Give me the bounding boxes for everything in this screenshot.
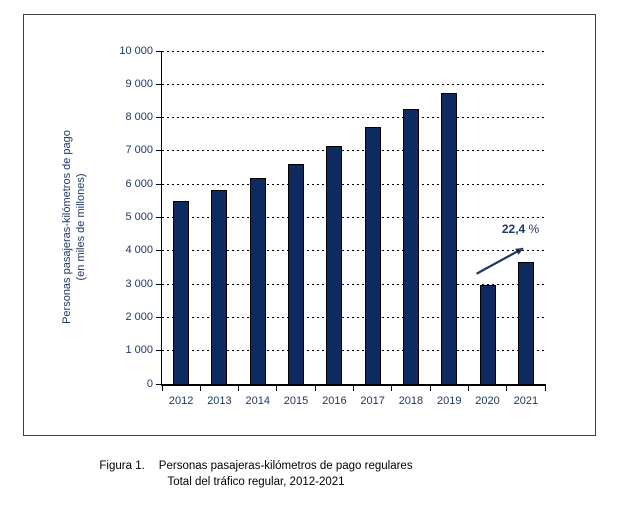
bar-2019 (441, 92, 458, 384)
x-tick-label: 2018 (398, 395, 424, 407)
figure-number: Figura 1. (99, 460, 145, 472)
gridline (162, 217, 545, 218)
y-axis-tick (156, 283, 162, 285)
gridline (162, 283, 545, 285)
y-tick-label: 1 000 (125, 344, 153, 357)
bar-2021 (517, 262, 534, 384)
bar-2018 (402, 109, 419, 384)
y-axis-tick (156, 217, 162, 218)
x-axis-tick (544, 384, 546, 391)
y-tick-label: 9 000 (125, 77, 153, 90)
y-axis-title: Personas pasajeras-kilómetros de pago (e… (60, 77, 94, 377)
bar-2017 (364, 126, 381, 384)
growth-annotation: 22,4 % (502, 222, 539, 236)
gridline (162, 150, 545, 152)
x-axis-tick (161, 384, 163, 391)
y-axis-tick (156, 383, 162, 385)
x-axis-tick (506, 384, 508, 391)
y-axis-title-line1: Personas pasajeras-kilómetros de pago (61, 130, 73, 324)
y-axis-tick (156, 150, 162, 152)
x-axis-tick (391, 384, 393, 391)
y-axis-tick (156, 117, 162, 119)
x-axis-tick (238, 384, 240, 391)
x-tick-label: 2014 (245, 395, 270, 407)
y-tick-label: 5 000 (125, 211, 153, 223)
y-tick-label: 8 000 (125, 111, 153, 124)
gridline (162, 50, 545, 52)
bar-2014 (249, 177, 266, 384)
y-axis-tick (156, 183, 162, 185)
x-tick-label: 2013 (207, 395, 232, 407)
bar-2013 (211, 189, 228, 384)
gridline (162, 350, 545, 352)
y-tick-label: 4 000 (125, 244, 153, 257)
gridline (162, 183, 545, 185)
x-tick-label: 2021 (513, 395, 539, 407)
x-tick-label: 2015 (283, 395, 309, 407)
y-axis-tick (156, 50, 162, 52)
increase-arrow (476, 247, 524, 275)
gridline (162, 83, 545, 85)
gridline (162, 250, 545, 252)
x-axis-tick (353, 384, 354, 391)
chart-frame: Personas pasajeras-kilómetros de pago (e… (23, 14, 596, 436)
x-tick-label: 2012 (168, 395, 194, 407)
y-tick-label: 6 000 (125, 177, 153, 190)
x-axis-tick (276, 384, 278, 391)
gridline (162, 316, 545, 318)
x-tick-label: 2017 (360, 395, 385, 407)
x-axis-tick (314, 384, 316, 391)
x-tick-label: 2016 (322, 395, 347, 407)
y-tick-label: 2 000 (125, 310, 153, 323)
bar-2012 (173, 200, 190, 384)
y-tick-label: 10 000 (119, 44, 153, 57)
x-axis-tick (429, 384, 431, 391)
figure-caption-subtitle: Total del tráfico regular, 2012-2021 (167, 476, 345, 488)
x-tick-label: 2019 (437, 395, 462, 407)
bar-2016 (326, 146, 343, 384)
growth-annotation-value: 22,4 (501, 222, 526, 237)
bar-2020 (479, 284, 496, 384)
x-axis-tick (199, 384, 201, 391)
bar-2015 (288, 163, 305, 384)
figure-caption-title: Personas pasajeras-kilómetros de pago re… (158, 460, 413, 472)
y-axis-tick (156, 83, 162, 85)
increase-arrow-line (476, 247, 524, 275)
figure-caption-line1: Figura 1. Personas pasajeras-kilómetros d… (0, 458, 512, 474)
figure-caption: Figura 1. Personas pasajeras-kilómetros d… (0, 458, 512, 490)
plot-area: 22,4 % 0 1 000 2 000 3 000 4 000 5 000 6 000 7 … (119, 45, 546, 407)
y-axis-title-line2: (en miles de millones) (75, 173, 87, 281)
growth-annotation-unit: % (525, 222, 540, 237)
y-axis-tick (156, 316, 162, 318)
y-tick-label: 7 000 (125, 144, 153, 157)
x-tick-label: 2020 (475, 395, 500, 407)
x-axis-tick (467, 384, 469, 391)
y-axis-tick (156, 250, 162, 252)
y-tick-label: 0 (146, 377, 153, 390)
gridline (162, 117, 545, 119)
y-tick-label: 3 000 (125, 277, 153, 290)
y-axis-tick (156, 350, 162, 352)
